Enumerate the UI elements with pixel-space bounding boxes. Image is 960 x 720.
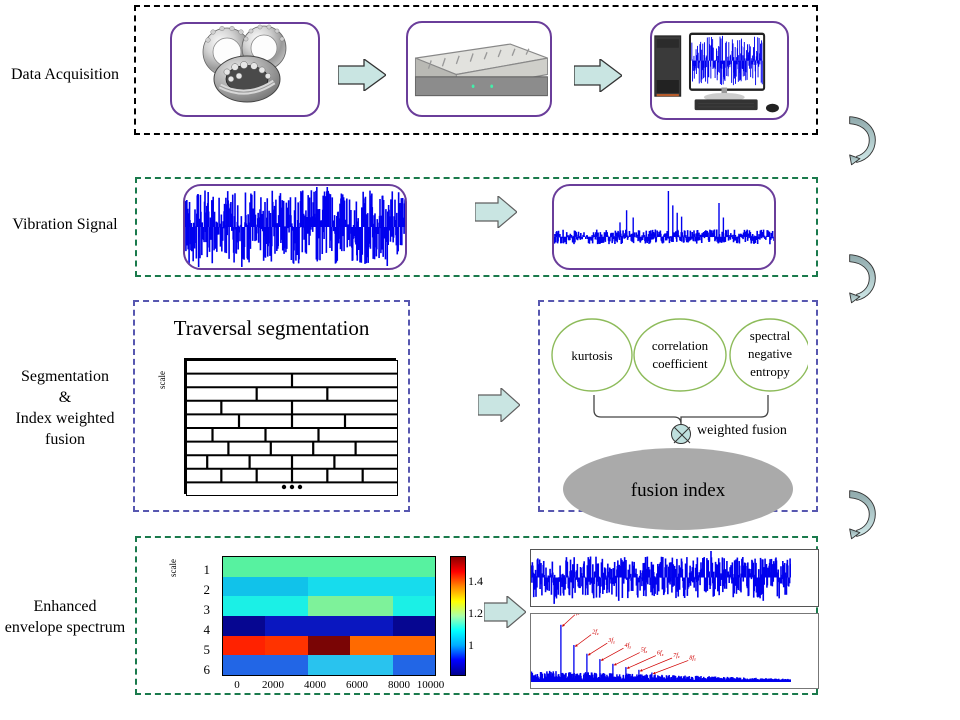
svg-text:kurtosis: kurtosis bbox=[571, 348, 612, 363]
svg-text:6fz: 6fz bbox=[657, 650, 664, 657]
svg-text:4fz: 4fz bbox=[625, 642, 632, 649]
svg-text:spectral: spectral bbox=[750, 328, 791, 343]
svg-text:correlation: correlation bbox=[652, 338, 709, 353]
svg-text:7fz: 7fz bbox=[673, 652, 680, 659]
svg-text:2fz: 2fz bbox=[592, 629, 599, 636]
svg-text:3fz: 3fz bbox=[607, 637, 615, 644]
svg-text:coefficient: coefficient bbox=[652, 356, 708, 371]
svg-text:negative: negative bbox=[748, 346, 792, 361]
svg-text:fusion index: fusion index bbox=[631, 480, 726, 501]
svg-text:entropy: entropy bbox=[750, 364, 790, 379]
svg-text:8fz: 8fz bbox=[689, 654, 696, 661]
svg-text:fz: fz bbox=[576, 614, 580, 616]
svg-text:5fz: 5fz bbox=[641, 647, 648, 654]
